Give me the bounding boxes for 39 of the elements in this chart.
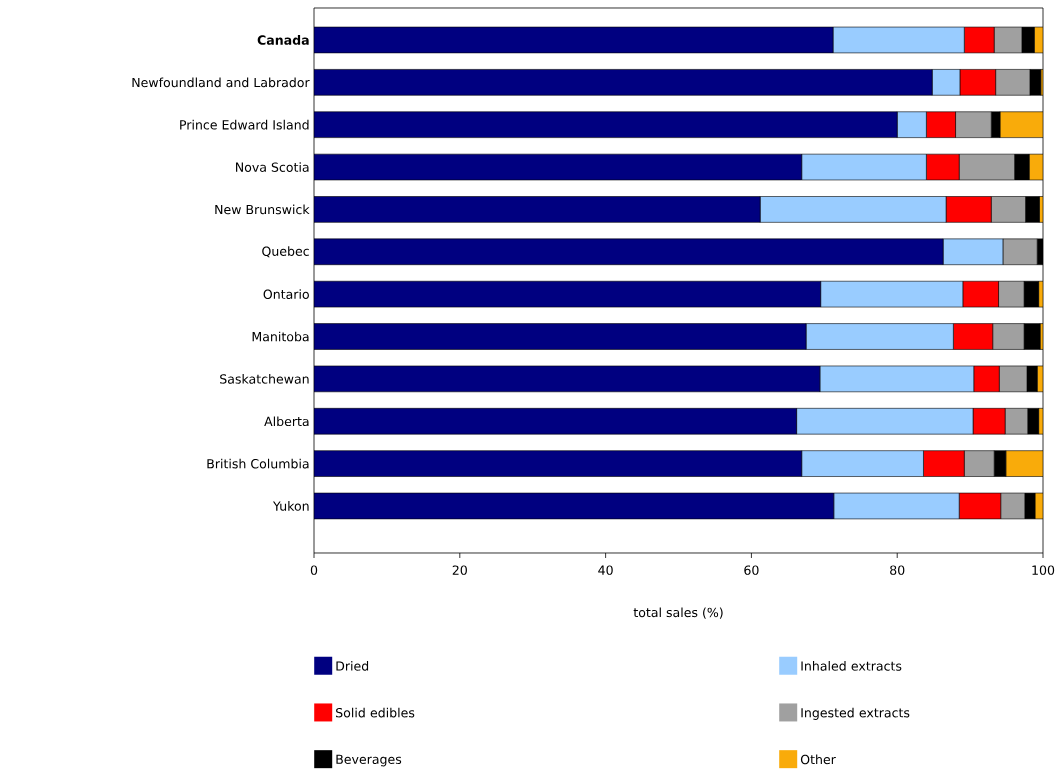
bar <box>314 365 821 393</box>
y-tick-label: Quebec <box>262 246 309 258</box>
y-tick-label: Newfoundland and Labrador <box>132 77 310 88</box>
bar <box>314 408 797 435</box>
bar <box>314 280 821 308</box>
x-tick-label: 80 <box>890 565 905 575</box>
legend-label: Dried <box>336 661 369 671</box>
bar <box>314 69 933 96</box>
bar <box>1005 450 1044 477</box>
y-tick-label: Prince Edward Island <box>180 119 309 130</box>
x-tick-label: 100 <box>1032 565 1055 575</box>
y-tick-label: Manitoba <box>252 331 309 342</box>
bar <box>314 196 761 223</box>
bar <box>314 492 835 520</box>
x-tick-label: 0 <box>310 565 318 575</box>
bar <box>999 111 1044 138</box>
y-tick-label: Canada <box>257 35 309 45</box>
y-tick-label: Saskatchewan <box>220 374 309 384</box>
x-tick-label: 40 <box>598 565 613 575</box>
bar <box>314 153 803 181</box>
x-tick-label: 20 <box>452 565 467 575</box>
bar <box>314 238 944 266</box>
y-tick-label: Yukon <box>272 501 309 511</box>
y-tick-label: Nova Scotia <box>236 162 309 172</box>
legend-label: Beverages <box>336 754 402 767</box>
x-tick-label: 60 <box>744 565 759 575</box>
legend-label: Solid edibles <box>336 707 415 718</box>
legend-label: Other <box>800 754 836 765</box>
y-tick-label: Ontario <box>263 289 309 299</box>
y-tick-label: Alberta <box>264 416 309 427</box>
legend-label: Inhaled extracts <box>801 661 902 671</box>
bar <box>314 323 807 350</box>
y-tick-label: British Columbia <box>207 458 309 469</box>
x-axis-title: total sales (%) <box>633 607 723 619</box>
bar <box>314 111 898 138</box>
bar <box>314 26 834 54</box>
legend-label: Ingested extracts <box>801 707 910 720</box>
bar <box>314 450 803 477</box>
y-tick-label: New Brunswick <box>215 204 310 215</box>
